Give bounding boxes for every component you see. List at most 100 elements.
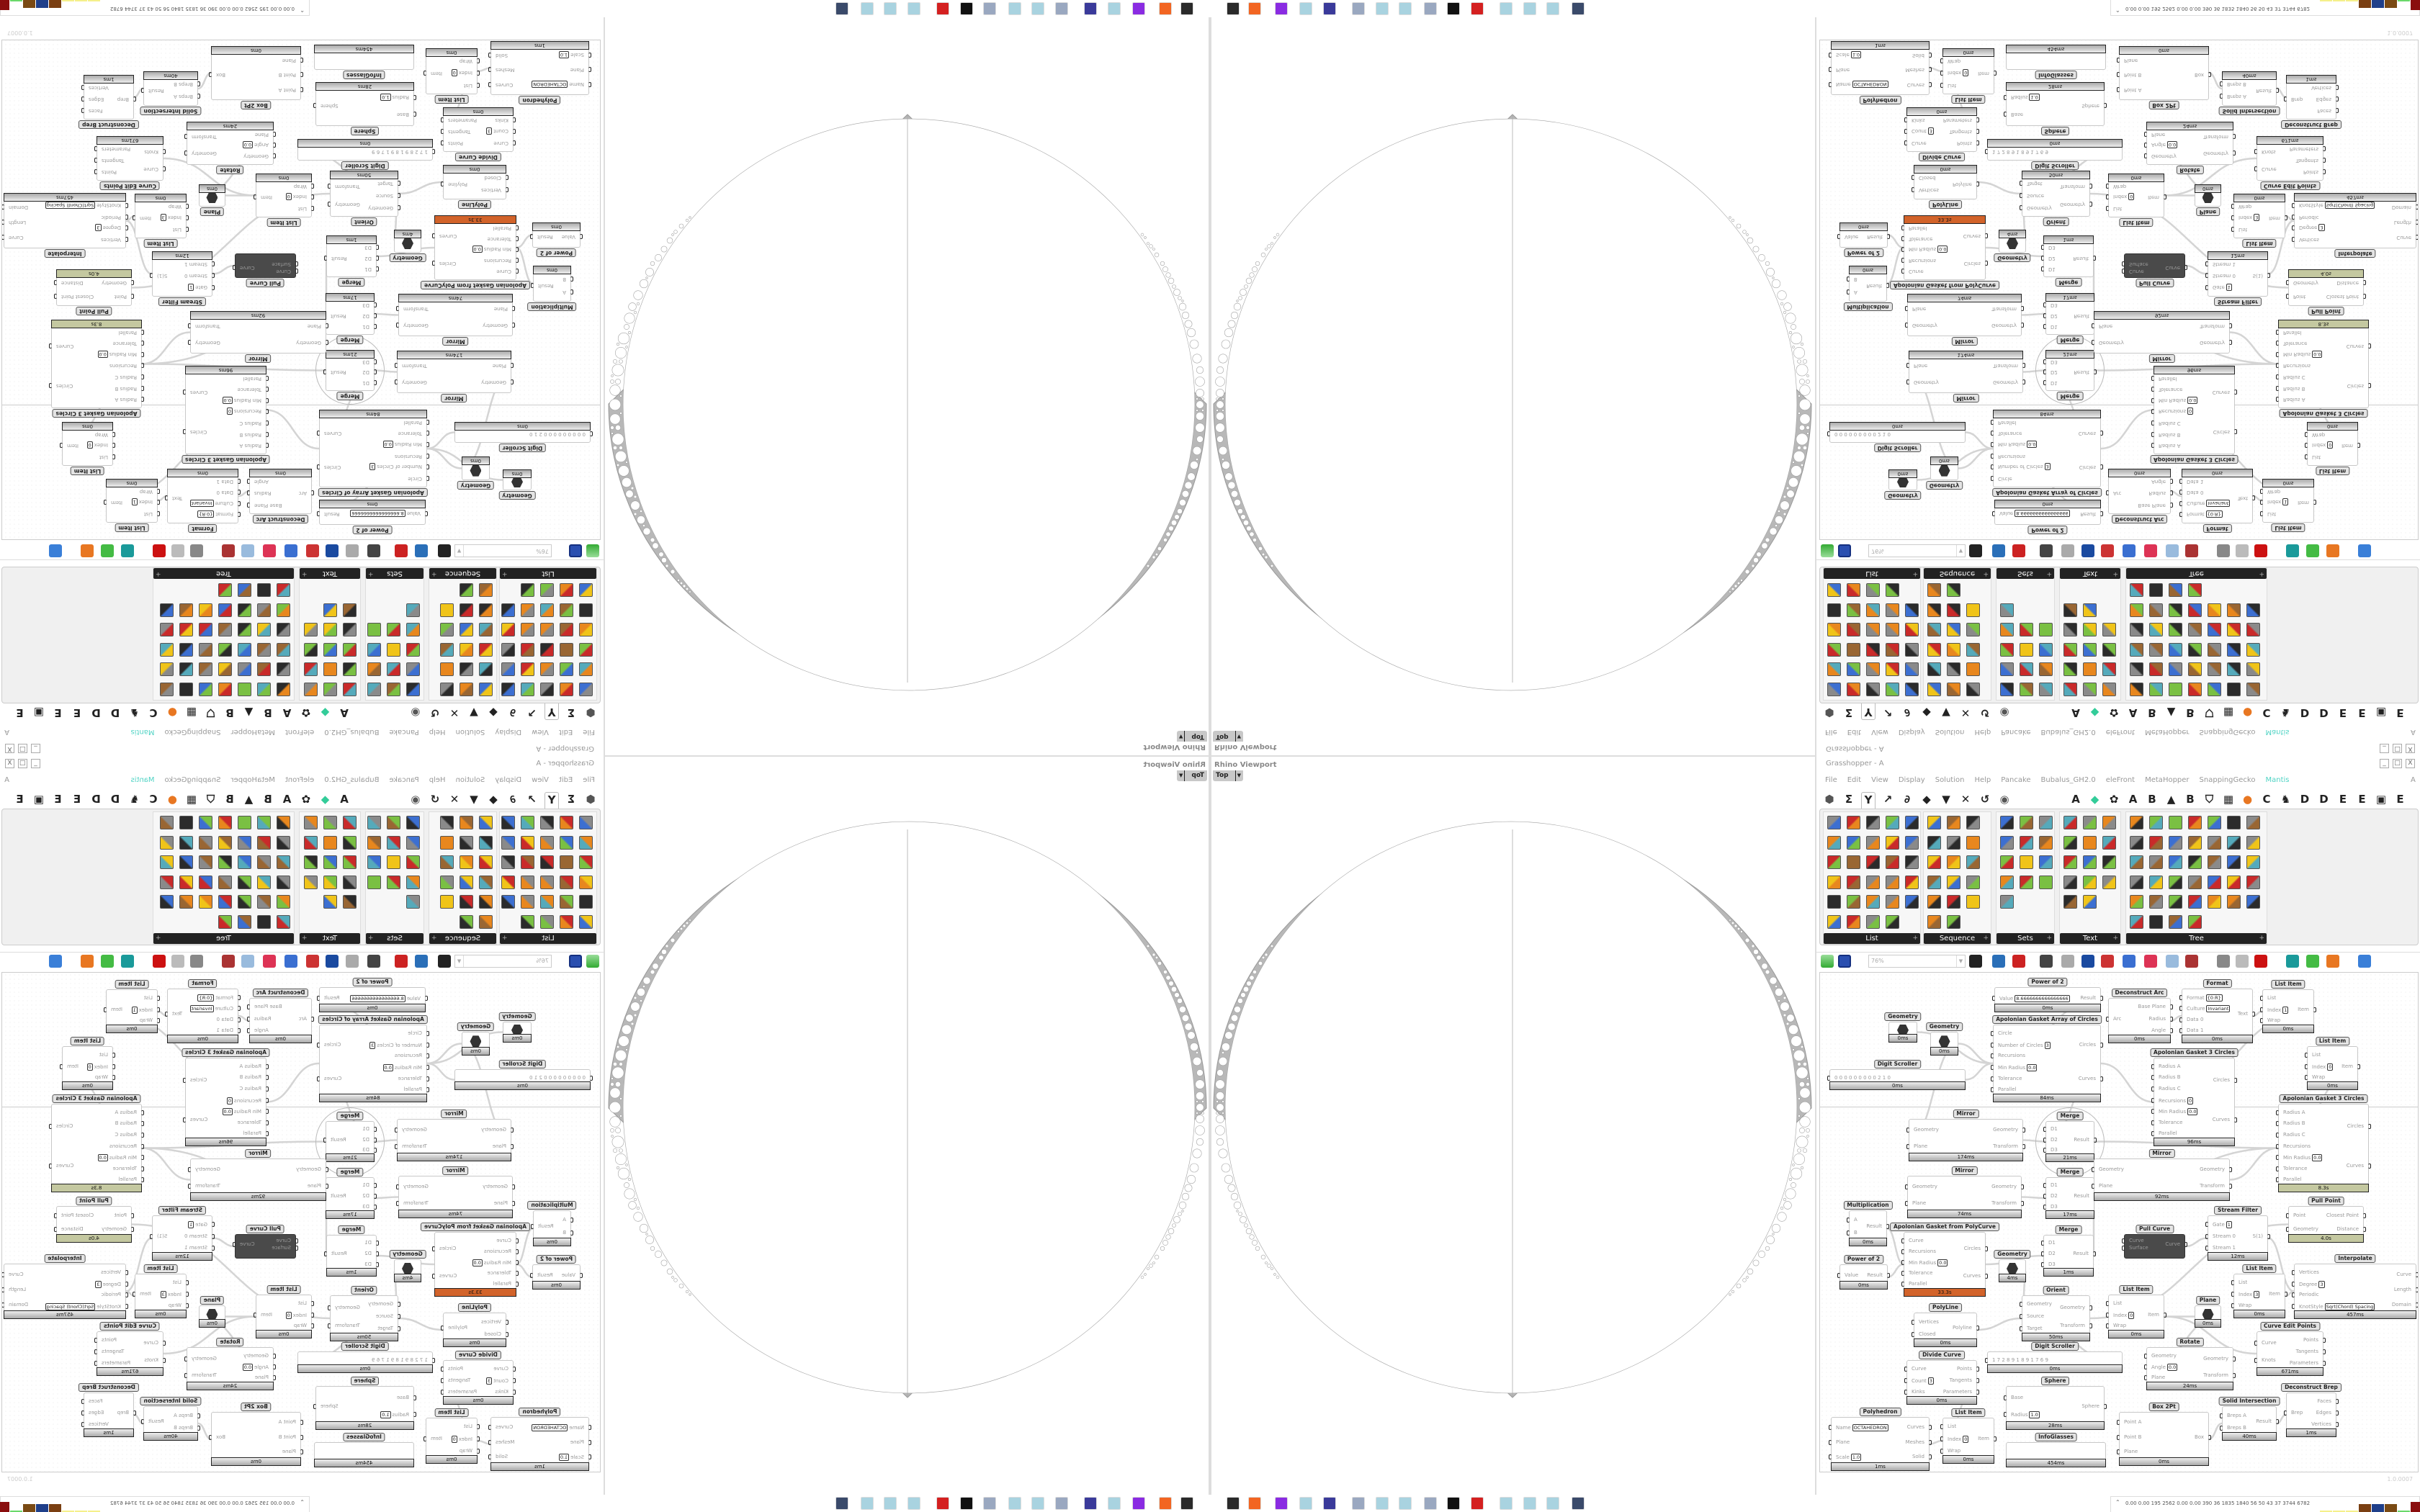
package-icon[interactable] bbox=[263, 544, 276, 557]
input-grip[interactable] bbox=[2284, 96, 2287, 102]
input-param[interactable]: Geometry bbox=[483, 322, 508, 328]
input-param[interactable]: Geometry bbox=[368, 1301, 393, 1308]
input-param[interactable]: Curve bbox=[2129, 1238, 2144, 1244]
component-icon[interactable] bbox=[367, 643, 381, 657]
output-param[interactable]: Geometry bbox=[2060, 202, 2085, 208]
component-icon[interactable] bbox=[238, 835, 251, 850]
curve-icon[interactable]: ∂ bbox=[1904, 706, 1911, 719]
at-icon[interactable] bbox=[346, 955, 359, 968]
node-title[interactable]: List Item bbox=[115, 523, 149, 532]
output-grip[interactable] bbox=[530, 234, 533, 240]
input-param[interactable]: D3 bbox=[2048, 1261, 2056, 1268]
output-grip[interactable] bbox=[2323, 1361, 2326, 1366]
red-box-icon[interactable] bbox=[153, 955, 166, 968]
input-param[interactable]: NameOCTAHEDRON bbox=[532, 80, 584, 88]
component-pull-point[interactable]: Point Geometry Closest Point Distance 4.0s bbox=[2286, 1206, 2366, 1243]
component-icon[interactable] bbox=[521, 643, 534, 657]
blue-sphere-icon[interactable] bbox=[49, 955, 62, 968]
input-grip[interactable] bbox=[1901, 1248, 1904, 1254]
output-grip[interactable] bbox=[104, 1007, 107, 1012]
output-grip[interactable] bbox=[188, 339, 191, 345]
component-icon[interactable] bbox=[2063, 895, 2077, 909]
terminal-icon[interactable] bbox=[1227, 1497, 1240, 1510]
node-title[interactable]: Pull Point bbox=[76, 307, 112, 315]
component-icon[interactable] bbox=[1827, 662, 1841, 677]
node-title[interactable]: Stream Filter bbox=[158, 1206, 206, 1215]
output-grip[interactable] bbox=[165, 495, 168, 500]
tray-expand-icon[interactable]: ⌃ bbox=[300, 1499, 305, 1506]
component-icon[interactable] bbox=[2083, 875, 2097, 889]
component-multiplication[interactable]: A B Result 0ms bbox=[1847, 266, 1889, 302]
input-grip[interactable] bbox=[2205, 284, 2208, 290]
output-grip[interactable] bbox=[81, 85, 84, 90]
output-param[interactable]: Points bbox=[2303, 169, 2318, 175]
component-icon[interactable] bbox=[2188, 623, 2202, 637]
component-icon[interactable] bbox=[521, 662, 534, 677]
component-icon[interactable] bbox=[1905, 895, 1919, 909]
input-grip[interactable] bbox=[112, 1075, 115, 1081]
node-title[interactable]: Deconstruct Arc bbox=[252, 515, 309, 523]
output-grip[interactable] bbox=[395, 1143, 398, 1149]
output-param[interactable]: Length bbox=[9, 1286, 27, 1292]
node-title[interactable]: Solid Intersection bbox=[140, 1397, 202, 1405]
input-grip[interactable] bbox=[374, 323, 377, 329]
output-grip[interactable] bbox=[2089, 1305, 2092, 1310]
red-gear-icon[interactable] bbox=[936, 2, 949, 15]
output-grip[interactable] bbox=[81, 1399, 84, 1404]
component-icon[interactable] bbox=[179, 875, 193, 889]
tab-e[interactable]: E bbox=[16, 793, 24, 806]
node-title[interactable]: Plane bbox=[2195, 1296, 2220, 1305]
node-title[interactable]: Digit Scroller bbox=[2031, 161, 2079, 170]
input-param[interactable]: Min Radius0.0 bbox=[382, 1063, 422, 1071]
component-icon[interactable] bbox=[2227, 855, 2241, 869]
menu-edit[interactable]: Edit bbox=[558, 776, 573, 784]
input-grip[interactable] bbox=[2276, 1132, 2279, 1138]
input-param[interactable]: Tolerance bbox=[1909, 235, 1932, 242]
input-grip[interactable] bbox=[163, 166, 166, 171]
output-grip[interactable] bbox=[317, 1042, 320, 1048]
input-grip[interactable] bbox=[163, 1341, 166, 1346]
input-grip[interactable] bbox=[311, 206, 314, 212]
output-grip[interactable] bbox=[488, 67, 491, 73]
input-grip[interactable] bbox=[570, 289, 573, 294]
input-param[interactable]: Tolerance bbox=[1998, 1076, 2022, 1082]
component-icon[interactable] bbox=[579, 875, 593, 889]
component-icon[interactable] bbox=[1927, 914, 1941, 929]
input-param[interactable]: Vertices bbox=[1919, 187, 1939, 194]
half-sphere-icon[interactable] bbox=[2326, 544, 2339, 557]
node-title[interactable]: Plane bbox=[200, 1296, 225, 1305]
param-value[interactable]: 1.0 bbox=[558, 51, 570, 59]
input-grip[interactable] bbox=[157, 1007, 160, 1012]
node-title[interactable]: Apolonian Gasket from PolyCurve bbox=[421, 281, 530, 289]
input-grip[interactable] bbox=[512, 1184, 515, 1190]
component-icon[interactable] bbox=[1966, 662, 1980, 677]
output-grip[interactable] bbox=[54, 1226, 57, 1232]
input-param[interactable]: 1 7 2 8 9 1 8 9 1 7 6 9 bbox=[372, 148, 428, 155]
component-icon[interactable] bbox=[277, 855, 290, 869]
input-grip[interactable] bbox=[2117, 86, 2120, 92]
node-title[interactable]: Digit Scroller bbox=[1873, 444, 1922, 452]
component-icon[interactable] bbox=[460, 683, 473, 696]
tab-a[interactable]: A bbox=[2071, 793, 2080, 806]
input-param[interactable]: D3 bbox=[2051, 359, 2058, 365]
component-icon[interactable] bbox=[257, 643, 271, 657]
component-digit-scroller[interactable]: 1 7 2 8 9 1 8 9 1 7 6 9 0ms bbox=[1985, 1351, 2123, 1373]
transform-icon[interactable]: ↺ bbox=[1980, 793, 1990, 806]
node-title[interactable]: Power of 2 bbox=[352, 978, 393, 986]
component-mirror[interactable]: Geometry Plane Geometry Transform 92ms bbox=[2092, 1158, 2232, 1201]
component-icon[interactable] bbox=[2102, 683, 2116, 696]
output-grip[interactable] bbox=[2252, 1012, 2255, 1017]
component-icon[interactable] bbox=[199, 643, 212, 657]
output-param[interactable]: Transform bbox=[1993, 1143, 2018, 1149]
node-title[interactable]: PolyLine bbox=[458, 1303, 491, 1312]
input-param[interactable]: Plane bbox=[2151, 131, 2165, 138]
input-param[interactable]: Circle bbox=[408, 475, 422, 482]
component-icon[interactable] bbox=[1966, 875, 1980, 889]
